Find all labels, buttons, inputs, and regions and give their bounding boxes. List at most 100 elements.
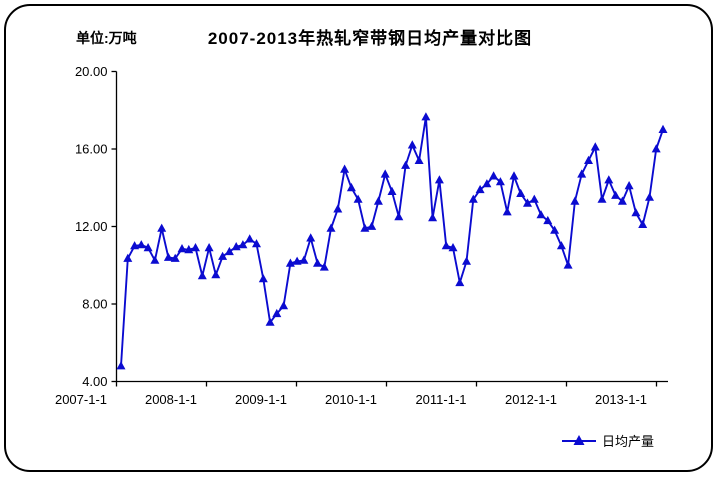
data-point-marker [313, 258, 322, 267]
data-point-marker [401, 160, 411, 169]
data-point-marker [163, 252, 173, 261]
data-point-marker [373, 196, 383, 205]
data-point-marker [346, 182, 356, 192]
data-point-marker [624, 181, 634, 190]
x-tick-label: 2013-1-1 [595, 392, 647, 407]
data-point-marker [224, 246, 234, 256]
data-point-marker [265, 317, 275, 326]
data-point-marker [123, 253, 133, 262]
data-point-marker [218, 251, 228, 260]
data-point-marker [658, 124, 668, 133]
data-point-marker [353, 194, 363, 203]
data-point-marker [556, 241, 566, 250]
data-point-marker [651, 144, 661, 153]
data-point-marker [191, 243, 200, 252]
data-point-marker [177, 244, 187, 253]
data-point-marker [543, 215, 553, 225]
data-point-marker [421, 112, 431, 121]
legend-series-label: 日均产量 [602, 433, 655, 449]
data-point-marker [529, 194, 539, 203]
data-point-marker [645, 192, 654, 201]
data-point-marker [143, 243, 153, 252]
data-point-marker [170, 253, 180, 262]
y-tick-label: 12.00 [75, 219, 108, 234]
data-point-marker [150, 255, 160, 264]
data-point-marker [238, 240, 248, 249]
data-point-marker [502, 207, 512, 216]
data-point-marker [319, 262, 329, 271]
data-point-marker [611, 190, 621, 199]
legend-series-marker-icon [562, 435, 596, 445]
data-point-marker [130, 241, 140, 250]
data-point-marker [516, 188, 526, 197]
data-point-marker [536, 210, 546, 219]
data-point-marker [482, 179, 492, 188]
x-tick-label: 2012-1-1 [505, 392, 557, 407]
data-point-marker [468, 194, 478, 203]
data-point-marker [326, 223, 336, 232]
data-point-marker [617, 196, 627, 205]
data-point-marker [509, 171, 519, 180]
data-point-marker [380, 169, 390, 178]
x-tick-label: 2010-1-1 [325, 392, 377, 407]
data-point-marker [157, 223, 167, 232]
data-point-marker [428, 213, 438, 222]
x-tick-label: 2008-1-1 [145, 392, 197, 407]
axis-lines [115, 71, 668, 383]
data-point-marker [584, 155, 593, 164]
data-point-marker [340, 164, 350, 173]
unit-label: 单位:万吨 [76, 30, 137, 46]
data-point-marker [197, 271, 207, 280]
data-point-marker [550, 225, 560, 234]
data-point-marker [285, 258, 295, 267]
y-tick-label: 4.00 [82, 374, 107, 389]
data-point-marker [523, 198, 532, 207]
data-point-marker [563, 260, 573, 269]
data-point-marker [414, 155, 424, 164]
data-point-marker [367, 221, 377, 230]
data-point-marker [495, 177, 505, 186]
data-point-marker [597, 194, 607, 203]
data-point-marker [252, 239, 261, 248]
data-point-marker [448, 243, 458, 252]
data-point-marker [272, 308, 282, 318]
data-point-marker [245, 234, 255, 243]
data-point-marker [136, 240, 146, 249]
data-point-marker [604, 175, 614, 184]
data-point-marker [631, 208, 641, 217]
data-point-marker [434, 175, 444, 184]
data-point-marker [292, 256, 302, 265]
series-line [120, 116, 664, 367]
data-point-marker [299, 255, 309, 264]
chart-title: 2007-2013年热轧窄带钢日均产量对比图 [207, 29, 533, 48]
data-point-marker [577, 169, 587, 178]
data-point-marker [462, 256, 471, 265]
data-point-marker [116, 361, 126, 370]
data-point-marker [489, 171, 499, 180]
y-tick-label: 8.00 [82, 297, 107, 312]
y-tick-label: 20.00 [75, 64, 108, 79]
data-point-marker [333, 204, 343, 213]
chart-border-frame [4, 4, 713, 472]
x-tick-label: 2009-1-1 [235, 392, 287, 407]
data-point-marker [204, 243, 214, 252]
data-point-marker [441, 241, 451, 250]
data-point-marker [211, 270, 221, 279]
y-tick-label: 16.00 [75, 142, 108, 157]
data-point-marker [638, 219, 648, 228]
data-point-marker [306, 233, 316, 242]
data-point-marker [407, 140, 417, 149]
data-point-marker [475, 184, 485, 194]
data-point-marker [360, 223, 370, 232]
data-point-marker [455, 277, 465, 287]
data-point-marker [279, 301, 289, 310]
data-point-marker [258, 274, 268, 283]
data-point-marker [394, 212, 404, 221]
legend: 日均产量 [561, 431, 654, 449]
data-point-marker [570, 196, 580, 205]
x-tick-label: 2007-1-1 [55, 392, 107, 407]
x-tick-label: 2011-1-1 [415, 392, 466, 407]
data-point-marker [231, 242, 241, 251]
data-point-marker [387, 186, 397, 195]
